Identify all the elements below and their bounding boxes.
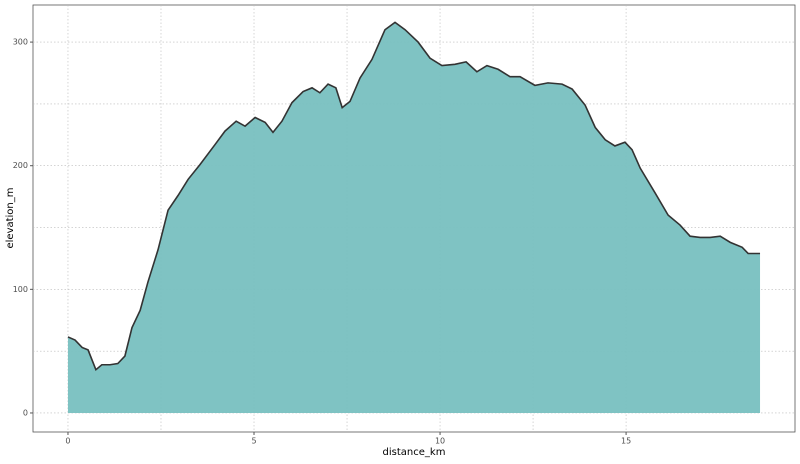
area-outline — [67, 21, 761, 372]
y-tick-label: 200 — [13, 161, 28, 170]
y-tick-label: 100 — [13, 285, 28, 294]
x-tick-label: 5 — [251, 437, 256, 446]
y-axis-title: elevation_m — [5, 187, 16, 248]
x-tick-label: 15 — [621, 437, 631, 446]
x-tick-label: 0 — [65, 437, 70, 446]
y-tick-label: 0 — [23, 408, 28, 417]
y-tick-label: 300 — [13, 38, 28, 47]
x-tick-label: 10 — [435, 437, 445, 446]
x-axis-title: distance_km — [383, 447, 446, 458]
area — [67, 22, 761, 413]
